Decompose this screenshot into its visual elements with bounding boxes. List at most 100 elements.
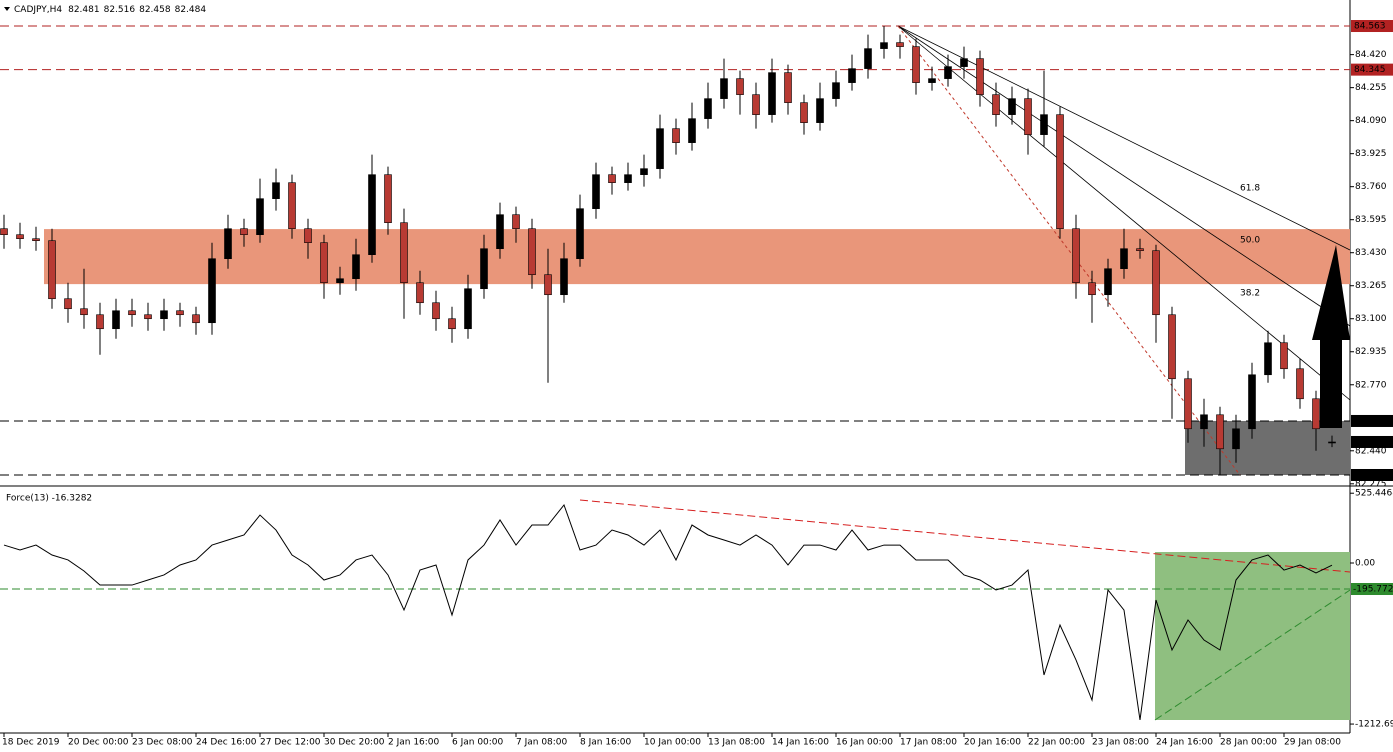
candle-body <box>880 42 888 49</box>
x-tick-label: 20 Jan 16:00 <box>964 738 1021 748</box>
y-tick-label: 82.440 <box>1355 446 1387 456</box>
x-tick-label: 22 Jan 00:00 <box>1028 738 1085 748</box>
candle-body <box>352 254 360 280</box>
fan-label: 50.0 <box>1240 236 1260 246</box>
x-tick-label: 23 Dec 08:00 <box>132 738 193 748</box>
candle-body <box>96 314 104 330</box>
current-price-label: 82.484 <box>1354 437 1386 447</box>
y-tick-label: 83.925 <box>1355 149 1387 159</box>
candle-body <box>320 242 328 284</box>
candle-body <box>1184 378 1192 430</box>
candle-body <box>224 228 232 260</box>
symbol: CADJPY,H4 <box>14 5 62 15</box>
y-tick-label: 84.090 <box>1355 116 1387 126</box>
fan-label: 38.2 <box>1240 289 1260 299</box>
y-tick-label: 82.275 <box>1355 479 1387 489</box>
candle-body <box>1248 374 1256 430</box>
candle-body <box>144 314 152 320</box>
x-tick-label: 23 Jan 08:00 <box>1092 738 1149 748</box>
level-label: 82.589 <box>1354 416 1386 426</box>
candle-body <box>64 298 72 310</box>
candle-body <box>992 94 1000 115</box>
x-tick-label: 13 Jan 08:00 <box>708 738 765 748</box>
fan-line <box>897 25 1351 401</box>
candle-body <box>208 258 216 324</box>
candle-body <box>1264 342 1272 376</box>
x-tick-label: 17 Jan 08:00 <box>900 738 957 748</box>
support-box <box>1185 420 1350 475</box>
candle-body <box>720 78 728 99</box>
candle-body <box>400 222 408 284</box>
y-tick-label: 0.00 <box>1355 559 1375 569</box>
candle-body <box>128 310 136 316</box>
candle-body <box>544 274 552 296</box>
x-tick-label: 24 Dec 16:00 <box>196 738 257 748</box>
level-label-box <box>1351 63 1393 76</box>
fan-baseline <box>897 25 1241 476</box>
ohlc-close: 82.484 <box>175 5 207 15</box>
candle-body <box>768 72 776 115</box>
level-label-box <box>1351 414 1393 427</box>
candle-body <box>288 182 296 229</box>
level-label: 84.563 <box>1354 22 1386 32</box>
candle-body <box>1328 441 1336 444</box>
x-tick-label: 18 Dec 2019 <box>2 738 60 748</box>
candle-body <box>832 82 840 99</box>
candle-body <box>416 282 424 304</box>
x-tick-label: 27 Dec 12:00 <box>260 738 321 748</box>
signal-box <box>1155 552 1350 720</box>
candle-body <box>752 94 760 115</box>
candle-body <box>1136 248 1144 252</box>
y-tick-label: 83.265 <box>1355 281 1387 291</box>
x-tick-label: 16 Jan 00:00 <box>836 738 893 748</box>
y-tick-label: 83.100 <box>1355 314 1387 324</box>
candle-body <box>240 228 248 235</box>
trend-line <box>579 499 1351 573</box>
candle-body <box>864 48 872 69</box>
candle-body <box>80 308 88 316</box>
candle-body <box>528 228 536 276</box>
level-label: -195.772 <box>1353 585 1393 595</box>
y-tick-label: 82.770 <box>1355 380 1387 390</box>
ohlc-open: 82.481 <box>68 5 100 15</box>
y-tick-label: 84.420 <box>1355 50 1387 60</box>
candle-body <box>800 102 808 123</box>
candle-body <box>1120 248 1128 270</box>
candle-body <box>480 248 488 290</box>
candle-body <box>608 174 616 183</box>
candle-body <box>848 68 856 83</box>
candle-body <box>1152 250 1160 316</box>
candle-body <box>1168 314 1176 380</box>
candle-body <box>960 58 968 67</box>
candle-body <box>1104 268 1112 296</box>
level-label-box <box>1351 583 1393 596</box>
y-tick-label: 84.255 <box>1355 83 1387 93</box>
candle-body <box>704 98 712 119</box>
ohlc-high: 82.516 <box>104 5 136 15</box>
ohlc-low: 82.458 <box>139 5 171 15</box>
y-tick-label: 83.760 <box>1355 182 1387 192</box>
candle-body <box>176 310 184 316</box>
candle-body <box>1296 368 1304 400</box>
candle-body <box>32 238 40 241</box>
candle-body <box>672 128 680 143</box>
x-tick-label: 6 Jan 00:00 <box>452 738 504 748</box>
candle-body <box>48 240 56 300</box>
candle-body <box>976 58 984 95</box>
level-label-box <box>1351 468 1393 481</box>
menu-triangle <box>4 7 10 11</box>
force-panel: -195.772 525.4468 0.00 -1212.69 <box>0 489 1393 730</box>
candle-body <box>112 310 120 330</box>
up-arrow <box>1312 245 1350 428</box>
candle-body <box>816 98 824 123</box>
price-panel: 84.420 84.255 84.090 83.925 83.760 83.595 83.4… <box>0 20 1393 489</box>
y-tick-label: 83.430 <box>1355 248 1387 258</box>
y-tick-label: 82.935 <box>1355 347 1387 357</box>
x-tick-label: 14 Jan 16:00 <box>772 738 829 748</box>
candle-body <box>1072 228 1080 284</box>
candle-body <box>1088 282 1096 296</box>
level-label: 84.345 <box>1354 65 1386 75</box>
y-tick-label: 525.4468 <box>1355 489 1393 499</box>
candle-body <box>16 234 24 239</box>
